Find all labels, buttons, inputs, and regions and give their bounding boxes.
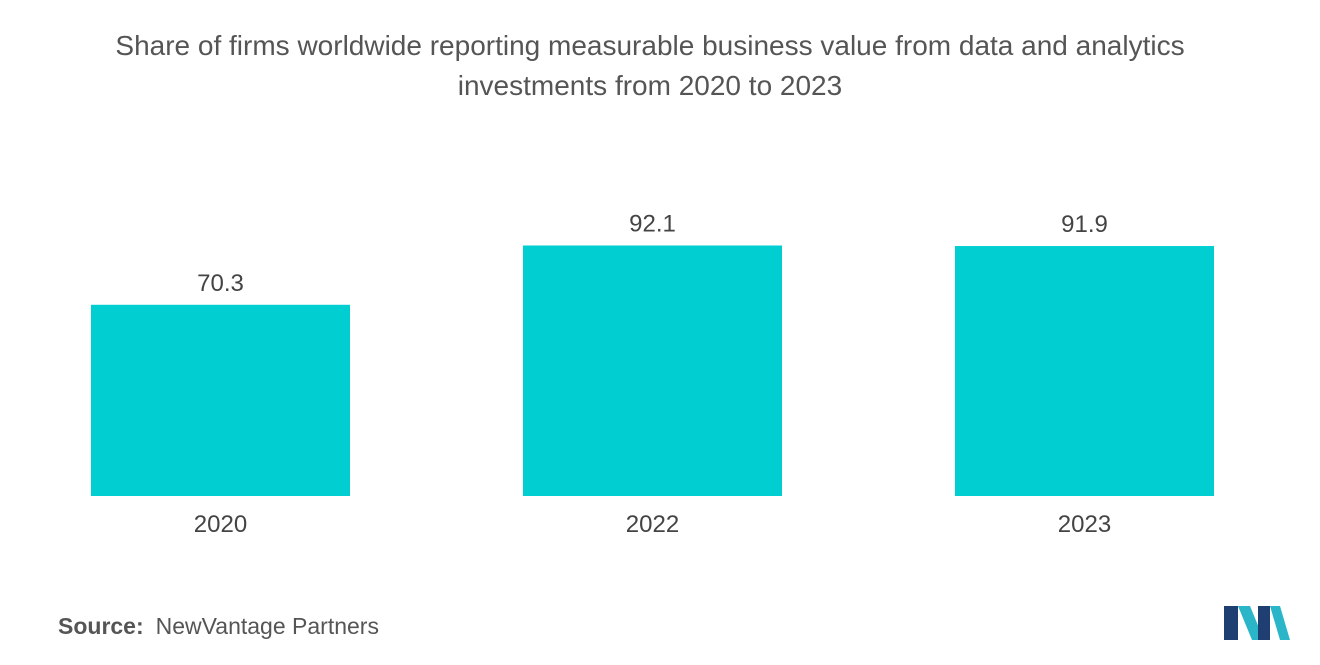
bar-chart: 70.3 2020 92.1 2022 91.9 2023 (91, 210, 1214, 538)
x-tick-label-2023: 2023 (1058, 511, 1111, 538)
chart-title-line-1: Share of firms worldwide reporting measu… (115, 30, 1185, 61)
x-tick-label-2022: 2022 (626, 511, 679, 538)
source-text: NewVantage Partners (155, 613, 379, 639)
brand-logo-icon (1224, 606, 1290, 640)
chart-title-line-2: investments from 2020 to 2023 (457, 70, 843, 101)
value-label-2023: 91.9 (1061, 211, 1108, 238)
source-label: Source: (58, 613, 144, 639)
logo-shape-right-teal (1270, 606, 1290, 640)
bar-2020 (91, 304, 350, 496)
chart-title: Share of firms worldwide reporting measu… (40, 26, 1260, 106)
bar-2022 (523, 245, 782, 496)
value-label-2022: 92.1 (629, 210, 676, 237)
value-label-2020: 70.3 (197, 270, 244, 297)
bar-2023 (955, 246, 1214, 496)
logo-shape-mid-teal (1238, 606, 1264, 640)
source-note: Source: NewVantage Partners (58, 613, 379, 640)
x-tick-label-2020: 2020 (194, 511, 247, 538)
logo-shape-mid-dark (1258, 606, 1270, 640)
logo-shape-left-dark (1224, 606, 1238, 640)
